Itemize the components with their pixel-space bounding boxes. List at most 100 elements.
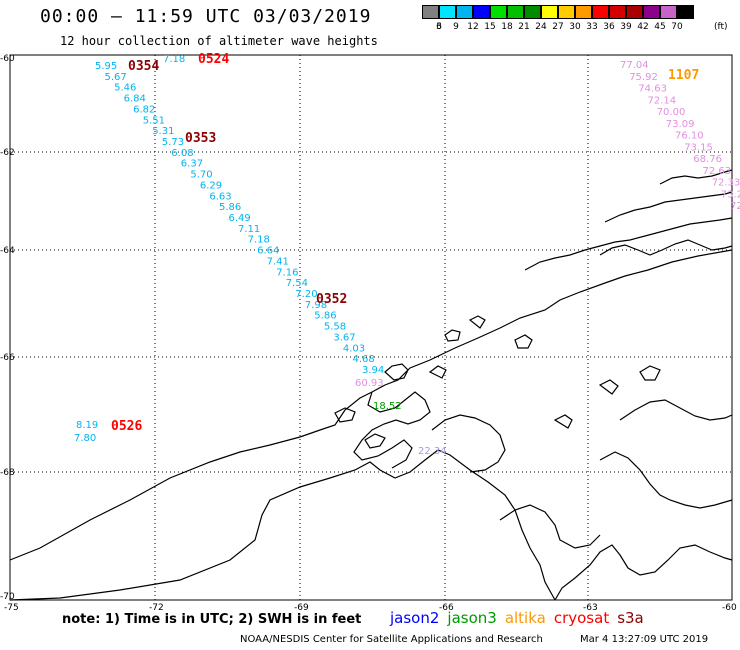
- legend-label-8: 27: [552, 22, 564, 32]
- legend-swatch-7: [541, 5, 558, 19]
- lat-label: -70: [0, 592, 15, 602]
- legend-label-10: 33: [586, 22, 598, 32]
- track-value-label: 6.63: [209, 191, 231, 202]
- legend-label-6: 21: [518, 22, 530, 32]
- track-value-label: 6.64: [257, 246, 279, 257]
- legend-unit: (ft): [714, 22, 728, 32]
- value-label-pink-low: 60.93: [355, 378, 384, 389]
- satellite-jason3: jason3: [447, 609, 497, 627]
- map-frame: [9, 54, 733, 601]
- value-label-left-b: 7.80: [74, 433, 96, 444]
- footer-note: note: 1) Time is in UTC; 2) SWH is in fe…: [62, 612, 362, 627]
- legend-swatch-4: [490, 5, 507, 19]
- legend-swatch-1: [439, 5, 456, 19]
- legend-swatch-3: [473, 5, 490, 19]
- track-value-label: 6.08: [171, 148, 193, 159]
- lon-label: -66: [439, 603, 454, 613]
- track-value-label: 6.29: [200, 180, 222, 191]
- track-value-label: 5.31: [152, 126, 174, 137]
- track-value-label: 7.11: [238, 224, 260, 235]
- track-value-label: 6.49: [229, 213, 251, 224]
- satellite-cryosat: cryosat: [553, 609, 610, 627]
- lon-label: -60: [722, 603, 737, 613]
- page-title: 00:00 – 11:59 UTC 03/03/2019: [40, 6, 372, 27]
- track-value-label: 7.41: [267, 256, 289, 267]
- legend-swatch-12: [626, 5, 643, 19]
- lon-label: -72: [149, 603, 164, 613]
- track-value-label: 7.18: [248, 235, 270, 246]
- track-value-label: 7.16: [276, 267, 298, 278]
- latitude-labels: -60 -62 -64 -66 -68 -70: [0, 54, 15, 602]
- legend-swatch-15: [677, 5, 694, 19]
- legend-label-0: 3: [436, 22, 442, 32]
- track-value-label: 5.86: [314, 311, 336, 322]
- graticule: [10, 55, 732, 600]
- credit-date: Mar 4 13:27:09 UTC 2019: [580, 634, 709, 645]
- value-label-green: 18.52: [373, 401, 402, 412]
- track-value-label: 73.09: [666, 119, 695, 130]
- legend-label-3: 12: [467, 22, 479, 32]
- coastline: [9, 169, 733, 601]
- altimeter-track-main: 5.955.675.466.846.825.515.315.736.086.37…: [95, 61, 384, 376]
- track-value-label: 75.92: [629, 72, 658, 83]
- track-value-label: 72.96: [730, 201, 740, 212]
- pass-label-0352: 0352: [316, 292, 347, 307]
- legend-swatch-5: [507, 5, 524, 19]
- lat-label: -64: [0, 246, 15, 256]
- track-value-label: 5.95: [95, 61, 117, 72]
- legend-label-4: 15: [484, 22, 496, 32]
- track-value-label: 72.63: [703, 166, 732, 177]
- value-label-top: 7.18: [163, 54, 185, 65]
- track-value-label: 3.67: [333, 332, 355, 343]
- legend-swatch-0: [422, 5, 439, 19]
- satellite-legend: jason2 jason3 altika cryosat s3a: [390, 609, 652, 627]
- lat-label: -68: [0, 468, 15, 478]
- lon-label: -75: [4, 603, 19, 613]
- satellite-s3a: s3a: [617, 609, 644, 627]
- lat-label: -66: [0, 353, 15, 363]
- legend-swatch-6: [524, 5, 541, 19]
- track-value-label: 3.94: [362, 365, 384, 376]
- satellite-altika: altika: [504, 609, 546, 627]
- legend-swatch-9: [575, 5, 592, 19]
- track-value-label: 70.00: [657, 107, 686, 118]
- track-value-label: 72.33: [712, 178, 740, 189]
- track-value-label: 6.84: [124, 94, 146, 105]
- legend-swatch-13: [643, 5, 660, 19]
- pass-label-0354: 0354: [128, 59, 159, 74]
- legend-label-11: 36: [603, 22, 615, 32]
- legend-label-5: 18: [501, 22, 513, 32]
- value-label-left-a: 8.19: [76, 420, 98, 431]
- track-value-label: 5.51: [143, 115, 165, 126]
- pass-label-0524: 0524: [198, 52, 229, 67]
- satellite-jason2: jason2: [390, 609, 440, 627]
- legend-label-7: 24: [535, 22, 547, 32]
- page-subtitle: 12 hour collection of altimeter wave hei…: [60, 34, 378, 48]
- track-value-label: 5.70: [190, 170, 212, 181]
- legend-label-14: 45: [654, 22, 666, 32]
- track-value-label: 7.98: [305, 300, 327, 311]
- track-value-label: 72.14: [648, 95, 677, 106]
- track-value-label: 4.03: [343, 343, 365, 354]
- altimeter-track-right: 77.0475.9274.6372.1470.0073.0976.1073.15…: [620, 60, 740, 212]
- legend-swatch-11: [609, 5, 626, 19]
- track-value-label: 5.58: [324, 322, 346, 333]
- track-value-label: 4.68: [353, 354, 375, 365]
- track-value-label: 5.46: [114, 83, 136, 94]
- track-value-label: 73.15: [684, 142, 713, 153]
- lat-label: -62: [0, 148, 15, 158]
- legend-label-12: 39: [620, 22, 632, 32]
- legend-label-9: 30: [569, 22, 581, 32]
- track-value-label: 76.10: [675, 131, 704, 142]
- longitude-labels: -75 -72 -69 -66 -63 -60: [4, 603, 737, 613]
- track-value-label: 73.21: [721, 189, 740, 200]
- track-value-label: 74.63: [638, 84, 667, 95]
- track-value-label: 6.37: [181, 159, 203, 170]
- track-value-label: 5.86: [219, 202, 241, 213]
- lat-label: -60: [0, 54, 15, 64]
- track-value-label: 5.73: [162, 137, 184, 148]
- legend-label-2: 9: [453, 22, 459, 32]
- legend-label-1: 6: [436, 22, 442, 32]
- pass-label-0353: 0353: [185, 131, 216, 146]
